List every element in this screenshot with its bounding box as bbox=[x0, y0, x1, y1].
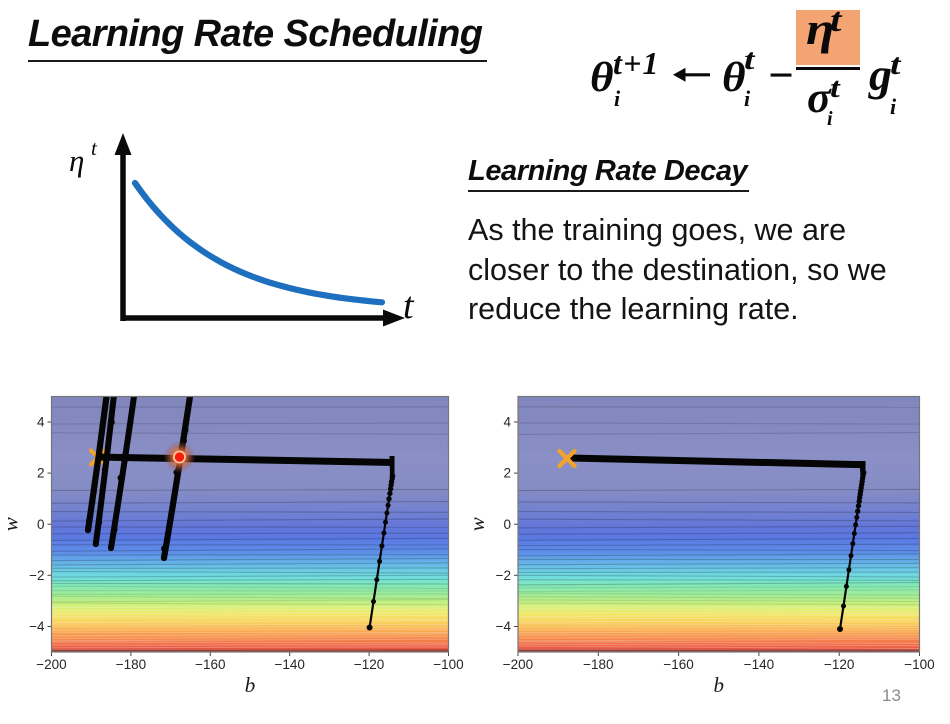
svg-text:b: b bbox=[714, 673, 725, 697]
svg-text:−160: −160 bbox=[195, 657, 225, 672]
svg-text:−180: −180 bbox=[116, 657, 146, 672]
svg-text:−2: −2 bbox=[29, 568, 44, 583]
svg-text:−140: −140 bbox=[744, 657, 774, 672]
svg-text:2: 2 bbox=[503, 466, 511, 481]
svg-text:w: w bbox=[465, 517, 489, 531]
svg-text:−140: −140 bbox=[274, 657, 304, 672]
svg-text:w: w bbox=[0, 517, 23, 531]
svg-text:0: 0 bbox=[503, 517, 511, 532]
svg-text:b: b bbox=[245, 673, 256, 697]
svg-text:−4: −4 bbox=[29, 619, 45, 634]
svg-text:−100: −100 bbox=[433, 657, 463, 672]
svg-text:−200: −200 bbox=[36, 657, 66, 672]
svg-text:0: 0 bbox=[37, 517, 45, 532]
svg-text:−4: −4 bbox=[496, 619, 512, 634]
svg-text:4: 4 bbox=[37, 415, 45, 430]
svg-text:−120: −120 bbox=[824, 657, 854, 672]
svg-text:−180: −180 bbox=[583, 657, 613, 672]
svg-text:−100: −100 bbox=[904, 657, 934, 672]
svg-text:−160: −160 bbox=[663, 657, 693, 672]
svg-text:2: 2 bbox=[37, 466, 45, 481]
svg-text:−200: −200 bbox=[503, 657, 533, 672]
svg-text:4: 4 bbox=[503, 415, 511, 430]
svg-text:−2: −2 bbox=[496, 568, 511, 583]
svg-text:−120: −120 bbox=[354, 657, 384, 672]
